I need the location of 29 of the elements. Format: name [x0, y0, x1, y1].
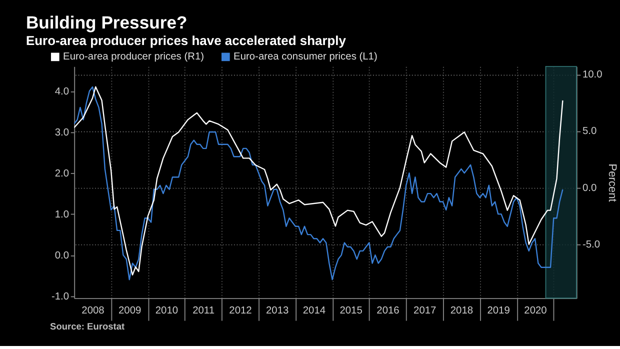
- x-tick-label: 2011: [192, 305, 215, 316]
- y2-axis-title: Percent: [606, 164, 618, 202]
- y-tick-label: 1.0: [54, 209, 70, 220]
- x-tick-label: 2015: [340, 305, 363, 316]
- x-tick-label: 2017: [414, 305, 437, 316]
- source-note: Source: Eurostat: [50, 322, 125, 332]
- y-tick-label: 0.0: [54, 250, 70, 262]
- y-tick-label: 2.0: [54, 168, 70, 180]
- y-tick-label: 3.0: [54, 127, 70, 138]
- x-tick-label: 2019: [487, 305, 510, 316]
- x-tick-label: 2013: [266, 305, 290, 316]
- y2-tick-label: 5.0: [582, 126, 597, 138]
- x-tick-label: 2020: [524, 305, 548, 316]
- chart-title: Building Pressure?: [26, 12, 188, 32]
- y2-tick-label: 0.0: [582, 182, 597, 194]
- x-tick-label: 2018: [450, 305, 474, 316]
- y-tick-label: -1.0: [51, 291, 70, 302]
- x-tick-label: 2009: [118, 305, 142, 316]
- x-tick-label: 2014: [302, 305, 326, 316]
- y2-tick-label: -5.0: [582, 240, 600, 251]
- legend-label: Euro-area consumer prices (L1): [234, 52, 378, 63]
- x-tick-label: 2008: [82, 305, 105, 316]
- y-tick-label: 4.0: [54, 86, 70, 98]
- x-tick-label: 2016: [376, 305, 400, 316]
- chart-subtitle: Euro-area producer prices have accelerated sharply: [26, 33, 347, 48]
- y2-tick-label: 10.0: [582, 70, 603, 81]
- legend-label: Euro-area producer prices (R1): [63, 52, 204, 63]
- x-tick-label: 2012: [229, 305, 252, 316]
- x-tick-label: 2010: [155, 305, 178, 316]
